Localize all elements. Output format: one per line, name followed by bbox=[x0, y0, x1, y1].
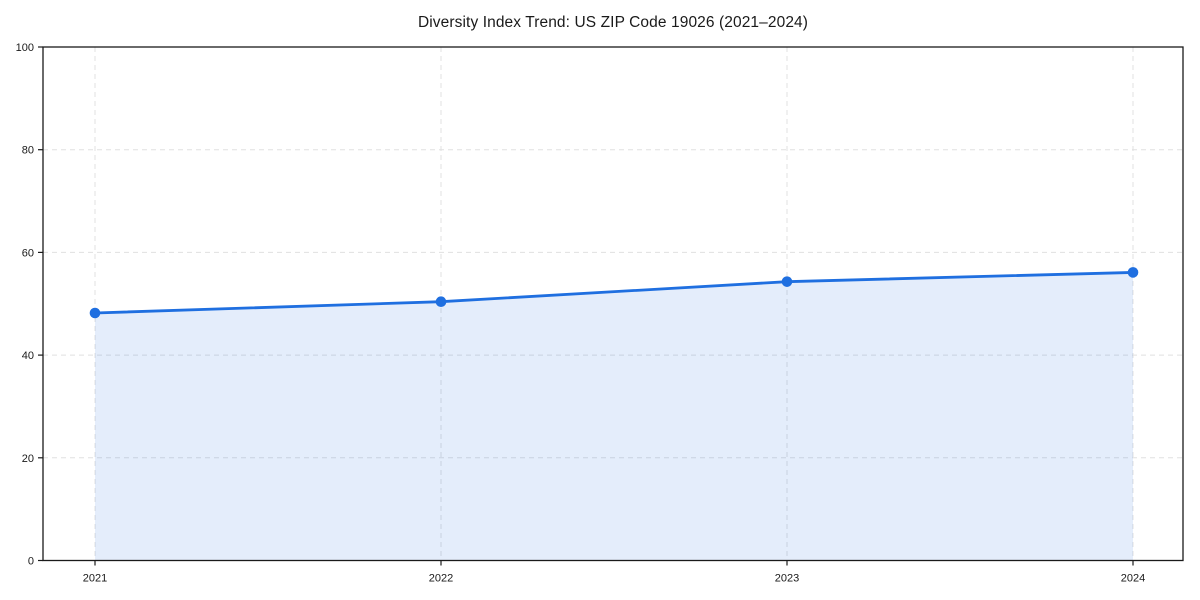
chart-title: Diversity Index Trend: US ZIP Code 19026… bbox=[417, 14, 809, 31]
data-point-marker bbox=[1127, 267, 1139, 278]
x-tick-label: 2024 bbox=[1121, 573, 1145, 585]
x-tick-label: 2021 bbox=[83, 573, 107, 585]
data-point-marker bbox=[435, 296, 447, 307]
data-point-marker bbox=[781, 276, 793, 287]
y-tick-label: 40 bbox=[22, 350, 34, 362]
y-tick-label: 100 bbox=[16, 42, 34, 54]
series-line bbox=[93, 271, 1135, 315]
plot-spine-box bbox=[42, 46, 1184, 562]
y-tick-label: 60 bbox=[22, 247, 34, 259]
x-tick-label: 2022 bbox=[429, 573, 453, 585]
y-tick-label: 0 bbox=[28, 556, 34, 568]
data-point-marker bbox=[89, 307, 101, 319]
series-area-fill bbox=[95, 272, 1133, 561]
y-tick-label: 80 bbox=[22, 145, 34, 157]
y-tick-label: 20 bbox=[22, 453, 34, 465]
x-tick-label: 2023 bbox=[775, 573, 799, 585]
